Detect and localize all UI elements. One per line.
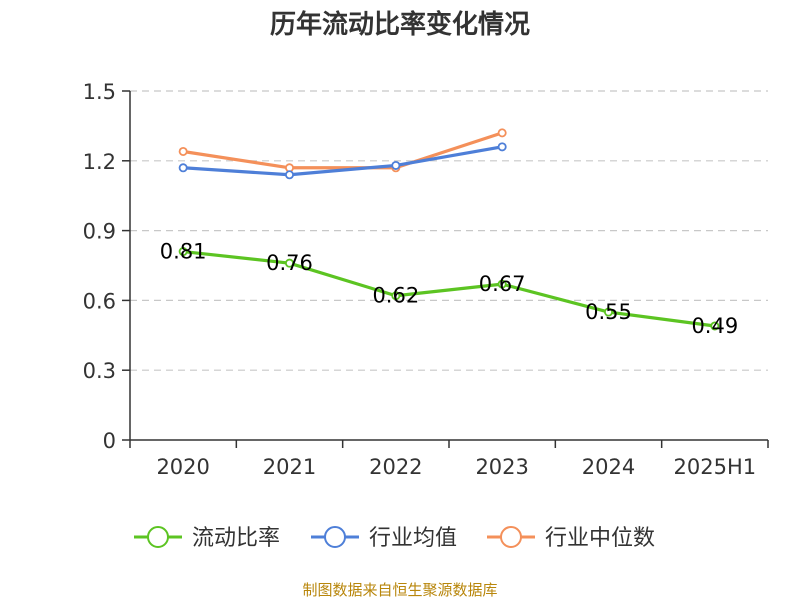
x-tick-label: 2022 <box>369 455 422 479</box>
x-tick-label: 2024 <box>582 455 635 479</box>
axes: 0 0.3 0.6 0.9 1.2 1.5 2020 2021 2022 2023 2024 2025… <box>83 80 769 479</box>
series-line-0 <box>182 249 716 328</box>
data-label: 0.49 <box>691 314 738 338</box>
x-tick-label: 2023 <box>475 455 528 479</box>
legend-marker-icon <box>500 526 522 548</box>
data-point-2 <box>178 146 188 156</box>
x-tick-label: 2021 <box>263 455 316 479</box>
data-point-1 <box>178 163 188 173</box>
data-point-0 <box>497 279 507 289</box>
data-label: 0.67 <box>479 272 526 296</box>
data-label: 0.55 <box>585 300 632 324</box>
legend-item-2[interactable]: 行业中位数 <box>487 526 655 551</box>
data-point-0 <box>391 291 401 301</box>
data-label: 0.62 <box>372 284 419 308</box>
legend-item-0[interactable]: 流动比率 <box>134 526 280 551</box>
legend-marker-icon <box>324 526 346 548</box>
data-point-0 <box>710 321 720 331</box>
data-point-0 <box>178 247 188 257</box>
source-note: 制图数据来自恒生聚源数据库 <box>302 581 497 599</box>
data-point-1 <box>284 170 294 180</box>
y-tick-label: 1.2 <box>83 150 116 174</box>
x-tick-label: 2025H1 <box>674 455 757 479</box>
data-label: 0.81 <box>160 240 207 264</box>
grid-lines <box>130 90 768 371</box>
series-line-1 <box>183 145 503 177</box>
series-line-2 <box>182 131 503 170</box>
y-tick-label: 0.6 <box>83 289 116 313</box>
x-tick-label: 2020 <box>156 455 209 479</box>
data-point-0 <box>284 258 294 268</box>
legend-label: 流动比率 <box>192 526 280 551</box>
y-tick-label: 0.3 <box>83 359 116 383</box>
chart-title: 历年流动比率变化情况 <box>270 9 530 40</box>
legend[interactable]: 流动比率 行业均值 行业中位数 <box>134 526 655 551</box>
data-point-0 <box>604 307 614 317</box>
legend-item-1[interactable]: 行业均值 <box>311 526 457 551</box>
data-point-2 <box>497 128 507 138</box>
legend-marker-icon <box>147 526 169 548</box>
data-labels: 0.81 0.76 0.62 0.67 0.55 0.49 <box>160 240 738 338</box>
series-lines <box>178 128 720 331</box>
data-point-1 <box>497 142 507 152</box>
legend-label: 行业中位数 <box>545 526 655 551</box>
y-tick-label: 0 <box>103 429 116 453</box>
y-tick-label: 0.9 <box>83 220 116 244</box>
data-point-1 <box>391 160 401 170</box>
legend-label: 行业均值 <box>369 526 457 551</box>
y-tick-label: 1.5 <box>83 80 116 104</box>
data-label: 0.76 <box>266 251 313 275</box>
